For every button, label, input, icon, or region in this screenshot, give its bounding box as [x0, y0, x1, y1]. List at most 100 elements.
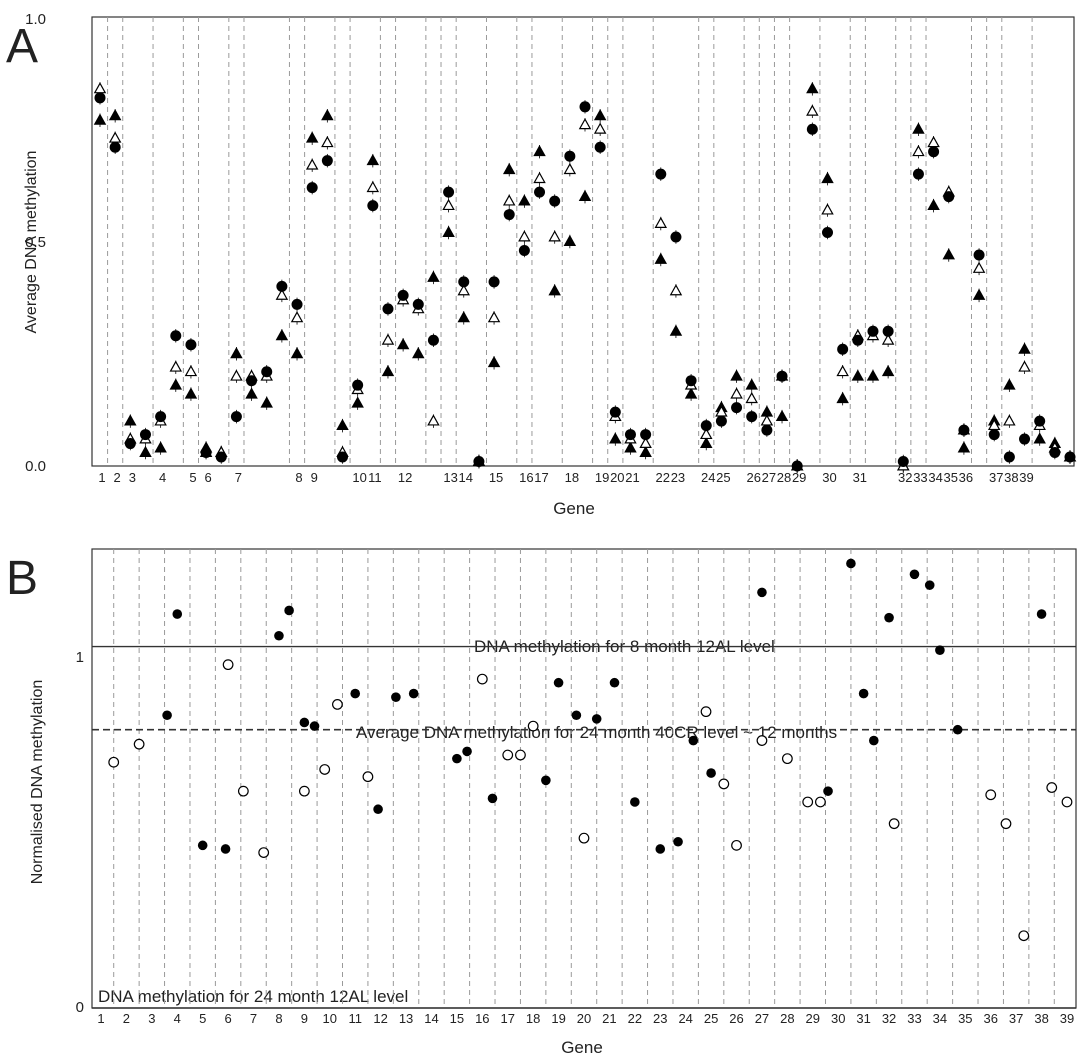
panel-b-label: B: [6, 552, 38, 605]
panel-a-open-triangle-point: [487, 311, 501, 323]
panel-a-filled-triangle-point: [1003, 378, 1016, 390]
panel-a-circle-point: [579, 101, 591, 113]
panel-b-open-point: [476, 673, 488, 685]
panel-a-circle-point: [700, 420, 712, 432]
panel-a-filled-triangle-point: [533, 144, 546, 157]
panel-a-filled-triangle-point: [942, 248, 955, 260]
panel-a-open-triangle-point: [442, 198, 455, 211]
panel-a-circle-point: [958, 424, 970, 436]
panel-a-filled-triangle-point: [412, 347, 425, 359]
panel-b-open-point: [731, 839, 742, 851]
panel-a-filled-triangle-point: [154, 441, 167, 453]
panel-a-ytick-mid: 0.5: [25, 234, 46, 251]
panel-b-xtick-label: 17: [501, 1011, 515, 1026]
panel-b-open-point: [756, 735, 768, 746]
panel-b-filled-point: [846, 558, 856, 569]
panel-a-circle-point: [549, 195, 561, 207]
panel-a-circle-point: [473, 456, 485, 468]
panel-a-open-triangle-point: [1018, 360, 1031, 372]
panel-a-xtick-label: 33: [913, 470, 927, 485]
panel-b-open-point: [319, 764, 331, 775]
panel-a-open-triangle-point: [518, 230, 531, 242]
panel-a-circle-point: [230, 411, 242, 423]
panel-b-xtick-label: 26: [729, 1011, 743, 1026]
panel-b-open-point: [888, 818, 900, 830]
panel-a-circle-point: [822, 227, 833, 239]
panel-a-filled-triangle-point: [290, 347, 304, 359]
panel-a-circle-point: [882, 325, 894, 337]
panel-b-filled-point: [172, 609, 183, 619]
panel-a-circle-point: [852, 334, 864, 346]
panel-a-filled-triangle-point: [624, 441, 637, 453]
panel-b-xtick-label: 14: [424, 1011, 438, 1026]
panel-b-xtick-label: 19: [551, 1011, 565, 1026]
panel-a-open-triangle-point: [1003, 414, 1016, 426]
panel-a-xtick-label: 36: [959, 470, 973, 485]
panel-a-circle-point: [139, 429, 151, 441]
panel-a-filled-triangle-point: [108, 109, 122, 121]
panel-b-ytick-bottom: 0: [76, 999, 84, 1016]
panel-a-circle-point: [155, 411, 167, 423]
panel-a-open-triangle-point: [760, 414, 774, 426]
panel-a-xtick-label: 4: [159, 470, 166, 485]
panel-a-circle-point: [897, 456, 909, 468]
panel-b-xtick-label: 35: [958, 1011, 972, 1026]
panel-b-open-point: [1046, 782, 1058, 793]
panel-b-open-point: [502, 749, 514, 761]
panel-b-filled-point: [609, 677, 620, 688]
panel-a-filled-triangle-point: [548, 284, 561, 296]
panel-b-open-point: [332, 699, 343, 710]
panel-b-filled-point: [591, 714, 602, 724]
panel-a-open-triangle-point: [669, 284, 683, 296]
panel-a-circle-point: [291, 298, 303, 310]
panel-a-open-triangle-point: [230, 369, 243, 381]
panel-a-circle-point: [1003, 451, 1015, 463]
panel-b-filled-point: [858, 688, 869, 699]
panel-a-circle-point: [640, 429, 652, 441]
panel-b-plot-frame: [91, 548, 1077, 1009]
panel-b-filled-point: [220, 844, 231, 854]
panel-a-xtick-label: 34: [928, 470, 942, 485]
panel-a-filled-triangle-point: [139, 445, 152, 457]
panel-a-filled-triangle-point: [396, 338, 410, 350]
panel-a-xtick-label: 38: [1004, 470, 1018, 485]
panel-a-filled-triangle-point: [518, 194, 531, 206]
panel-a-open-triangle-point: [93, 82, 107, 94]
panel-a-xlabel: Gene: [553, 499, 595, 518]
panel-b-open-point: [781, 753, 793, 765]
panel-a-xtick-label: 3: [129, 470, 136, 485]
panel-a-xtick-label: 26: [746, 470, 760, 485]
panel-a-open-triangle-point: [927, 135, 940, 148]
panel-a-open-triangle-point: [305, 158, 319, 170]
panel-b-xtick-label: 15: [450, 1011, 464, 1026]
panel-a-circle-point: [837, 343, 849, 355]
panel-b-xtick-label: 30: [831, 1011, 845, 1026]
panel-a-filled-triangle-point: [230, 347, 243, 359]
panel-a-filled-triangle-point: [609, 432, 622, 444]
panel-a-circle-point: [685, 375, 697, 387]
panel-a-filled-triangle-point: [593, 109, 607, 121]
panel-a-filled-triangle-point: [366, 153, 380, 166]
panel-b-xtick-label: 10: [323, 1011, 337, 1026]
panel-a-circle-point: [594, 141, 606, 153]
panel-a-xtick-label: 25: [716, 470, 730, 485]
panel-a-filled-triangle-point: [427, 270, 440, 282]
panel-b-xtick-label: 23: [653, 1011, 667, 1026]
panel-a-filled-triangle-point: [305, 131, 319, 143]
panel-a-ytick-bottom: 0.0: [25, 458, 46, 475]
panel-a-circle-point: [261, 366, 273, 378]
panel-a-open-triangle-point: [639, 436, 652, 448]
panel-b-filled-point: [673, 836, 683, 847]
panel-a-filled-triangle-point: [775, 409, 789, 422]
panel-a-circle-point: [670, 231, 682, 243]
panel-b-xtick-label: 24: [678, 1011, 692, 1026]
panel-b-filled-point: [909, 569, 920, 580]
panel-a-filled-triangle-point: [563, 234, 577, 246]
panel-b-xtick-label: 37: [1009, 1011, 1023, 1026]
panel-b-filled-point: [884, 612, 894, 623]
panel-b-open-point: [362, 771, 374, 783]
panel-a-filled-triangle-point: [169, 378, 183, 390]
panel-a-filled-triangle-point: [730, 369, 743, 381]
panel-b-xtick-label: 29: [806, 1011, 820, 1026]
panel-a-circle-point: [170, 330, 182, 342]
